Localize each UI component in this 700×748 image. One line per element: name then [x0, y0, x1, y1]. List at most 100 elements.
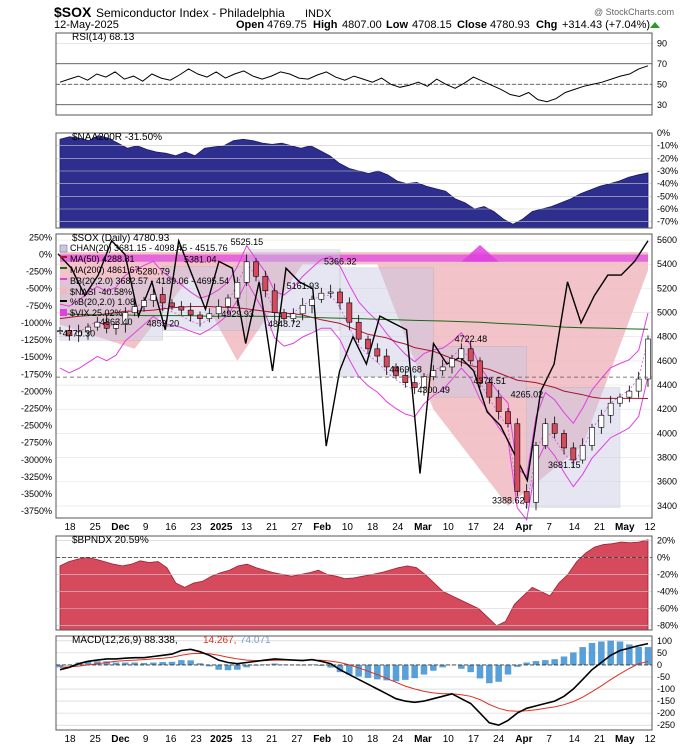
candle-body [94, 321, 101, 328]
candle-body [542, 423, 549, 446]
legend-swatch-vix [60, 309, 67, 316]
macd-histogram-bar [476, 664, 484, 679]
macd-histogram-bar [551, 659, 558, 665]
candle-body [486, 382, 493, 398]
candle-body [607, 402, 614, 416]
header-low-label: Low [386, 19, 408, 31]
x-tick-label: 13 [241, 734, 253, 745]
x-tick-label: 18 [367, 734, 379, 745]
y-tick-label: -100 [657, 684, 675, 694]
legend-swatch-ma50 [60, 256, 67, 258]
candle-body [393, 366, 399, 376]
macd-signal-line [59, 652, 649, 712]
x-tick-label: 27 [291, 522, 303, 533]
x-tick-label: 7 [546, 734, 552, 745]
panel-frame [55, 32, 653, 116]
x-tick-label: 12 [644, 522, 656, 533]
candle-body [449, 358, 455, 368]
y-tick-label: -80% [657, 621, 678, 631]
macd-histogram-bar [327, 664, 334, 668]
naa-title: $NAA200R -31.50% [72, 132, 162, 143]
candle-body [318, 292, 325, 300]
macd-title: MACD(12,26,9) 88.338, [72, 635, 178, 646]
candle-body [187, 309, 194, 316]
candle-body [85, 326, 91, 333]
x-tick-label: 14 [569, 734, 581, 745]
macd-histogram-bar [523, 662, 530, 665]
panel-frame [55, 535, 653, 631]
header-date: 12-May-2025 [54, 19, 119, 31]
candle-body [467, 348, 474, 362]
candle-body [169, 302, 175, 307]
x-tick-label: 10 [342, 522, 354, 533]
rsi-panel: 90 70 50 30 [55, 32, 667, 116]
candle-body [598, 414, 605, 428]
candle-body [337, 291, 343, 304]
macd-histogram-bar [234, 664, 241, 670]
y-tick-label: 5600 [657, 235, 677, 245]
x-tick-label: Feb [313, 522, 331, 533]
panel-frame [55, 132, 653, 229]
candle-body [150, 294, 157, 301]
x-tick-label: 18 [64, 734, 76, 745]
candle-body [458, 348, 465, 359]
macd-histogram-bar [402, 664, 409, 680]
left-tick-label: -1500% [21, 352, 52, 362]
legend-ma200: MA(200) 4861.67 [70, 265, 140, 275]
x-tick-label: 25 [90, 522, 102, 533]
macd-histogram-bar [336, 664, 344, 673]
candle-body [262, 275, 269, 292]
macd-histogram-bar [103, 661, 110, 665]
ma50-line [59, 306, 649, 399]
macd-histogram-bar [187, 660, 194, 665]
y-tick-label: -40% [657, 179, 678, 189]
x-tick-label: 12 [644, 734, 656, 745]
price-annotation: 4929.93 [221, 309, 254, 319]
panel-frame [55, 233, 653, 519]
y-tick-label: 3800 [657, 453, 677, 463]
legend-chan: CHAN(20) 3681.15 - 4098.45 - 4515.76 [70, 243, 228, 253]
price-annotation: 5381.04 [184, 255, 217, 265]
left-tick-label: -3000% [21, 455, 52, 465]
candle-body [411, 382, 418, 388]
price-channel [162, 266, 247, 331]
macd-histogram-bar [392, 664, 400, 682]
y-tick-label: 20% [657, 535, 675, 545]
x-tick-label: 17 [468, 734, 480, 745]
legend-swatch-chan [59, 244, 68, 253]
x-tick-label: May [615, 522, 635, 533]
y-tick-label: 100 [657, 636, 672, 646]
y-tick-label: 50 [657, 648, 667, 658]
y-tick-label: -50% [657, 191, 678, 201]
left-tick-label: -1750% [21, 369, 52, 379]
x-tick-label: 18 [367, 522, 379, 533]
candle-body [281, 312, 287, 319]
macd-histogram-bar [532, 661, 540, 665]
macd-histogram-bar [140, 662, 148, 665]
macd-histogram-bar [430, 664, 437, 671]
vix-spike [461, 244, 499, 262]
x-tick-label: Apr [515, 734, 532, 745]
y-tick-label: 30 [657, 100, 667, 110]
macd-signal-value: 14.267, [203, 635, 236, 646]
price-annotation: 5366.32 [324, 256, 357, 266]
candle-body [103, 321, 110, 329]
rsi-line [59, 65, 649, 103]
candle-body [346, 302, 353, 323]
y-tick-label: 3600 [657, 477, 677, 487]
panel-frame [55, 635, 653, 731]
y-tick-label: 4000 [657, 428, 677, 438]
price-annotation: 4469.68 [389, 365, 422, 375]
candle-body [430, 370, 437, 377]
price-annotation: 4722.48 [455, 334, 488, 344]
left-tick-label: -3750% [21, 506, 52, 516]
macd-histogram-bar [84, 661, 92, 665]
price-annotation: 5280.79 [137, 267, 170, 277]
x-tick-label: 18 [64, 522, 76, 533]
x-tick-label: Mar [414, 522, 432, 533]
x-tick-label: 25 [90, 734, 102, 745]
price-annotation: 4863.40 [100, 317, 133, 327]
vix-band [60, 254, 648, 262]
y-tick-label: -70% [657, 217, 678, 227]
legend-vix: $VIX 25.02% [70, 308, 123, 318]
